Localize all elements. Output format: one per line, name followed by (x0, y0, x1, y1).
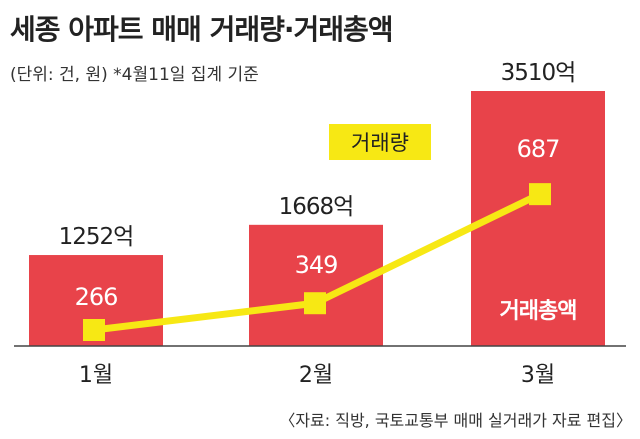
line-value-label-2: 349 (295, 251, 338, 279)
legend-box-trade-volume (329, 124, 431, 160)
trade-volume-marker-2 (304, 292, 326, 315)
line-value-label-1: 266 (75, 283, 118, 311)
line-layer (83, 183, 551, 341)
category-label-2: 2월 (299, 363, 333, 388)
category-label-1: 1월 (79, 363, 113, 388)
legend-label-trade-volume: 거래량 (351, 131, 409, 155)
bar-value-label-2: 1668억 (279, 194, 354, 220)
trade-volume-marker-3 (529, 183, 551, 206)
category-label-3: 3월 (521, 363, 555, 388)
legend-label-trade-amount: 거래총액 (500, 299, 577, 324)
chart-subtitle: (단위: 건, 원) *4월11일 집계 기준 (10, 65, 259, 85)
trade-volume-marker-1 (83, 319, 105, 341)
bar-value-label-3: 3510억 (501, 60, 576, 86)
bar-2 (249, 224, 383, 346)
source-note: 〈자료: 직방, 국토교통부 매매 실거래가 자료 편집〉 (279, 411, 632, 430)
bar-value-label-1: 1252억 (59, 224, 134, 250)
line-value-label-3: 687 (517, 135, 560, 163)
chart-title: 세종 아파트 매매 거래량·거래총액 (10, 13, 394, 46)
